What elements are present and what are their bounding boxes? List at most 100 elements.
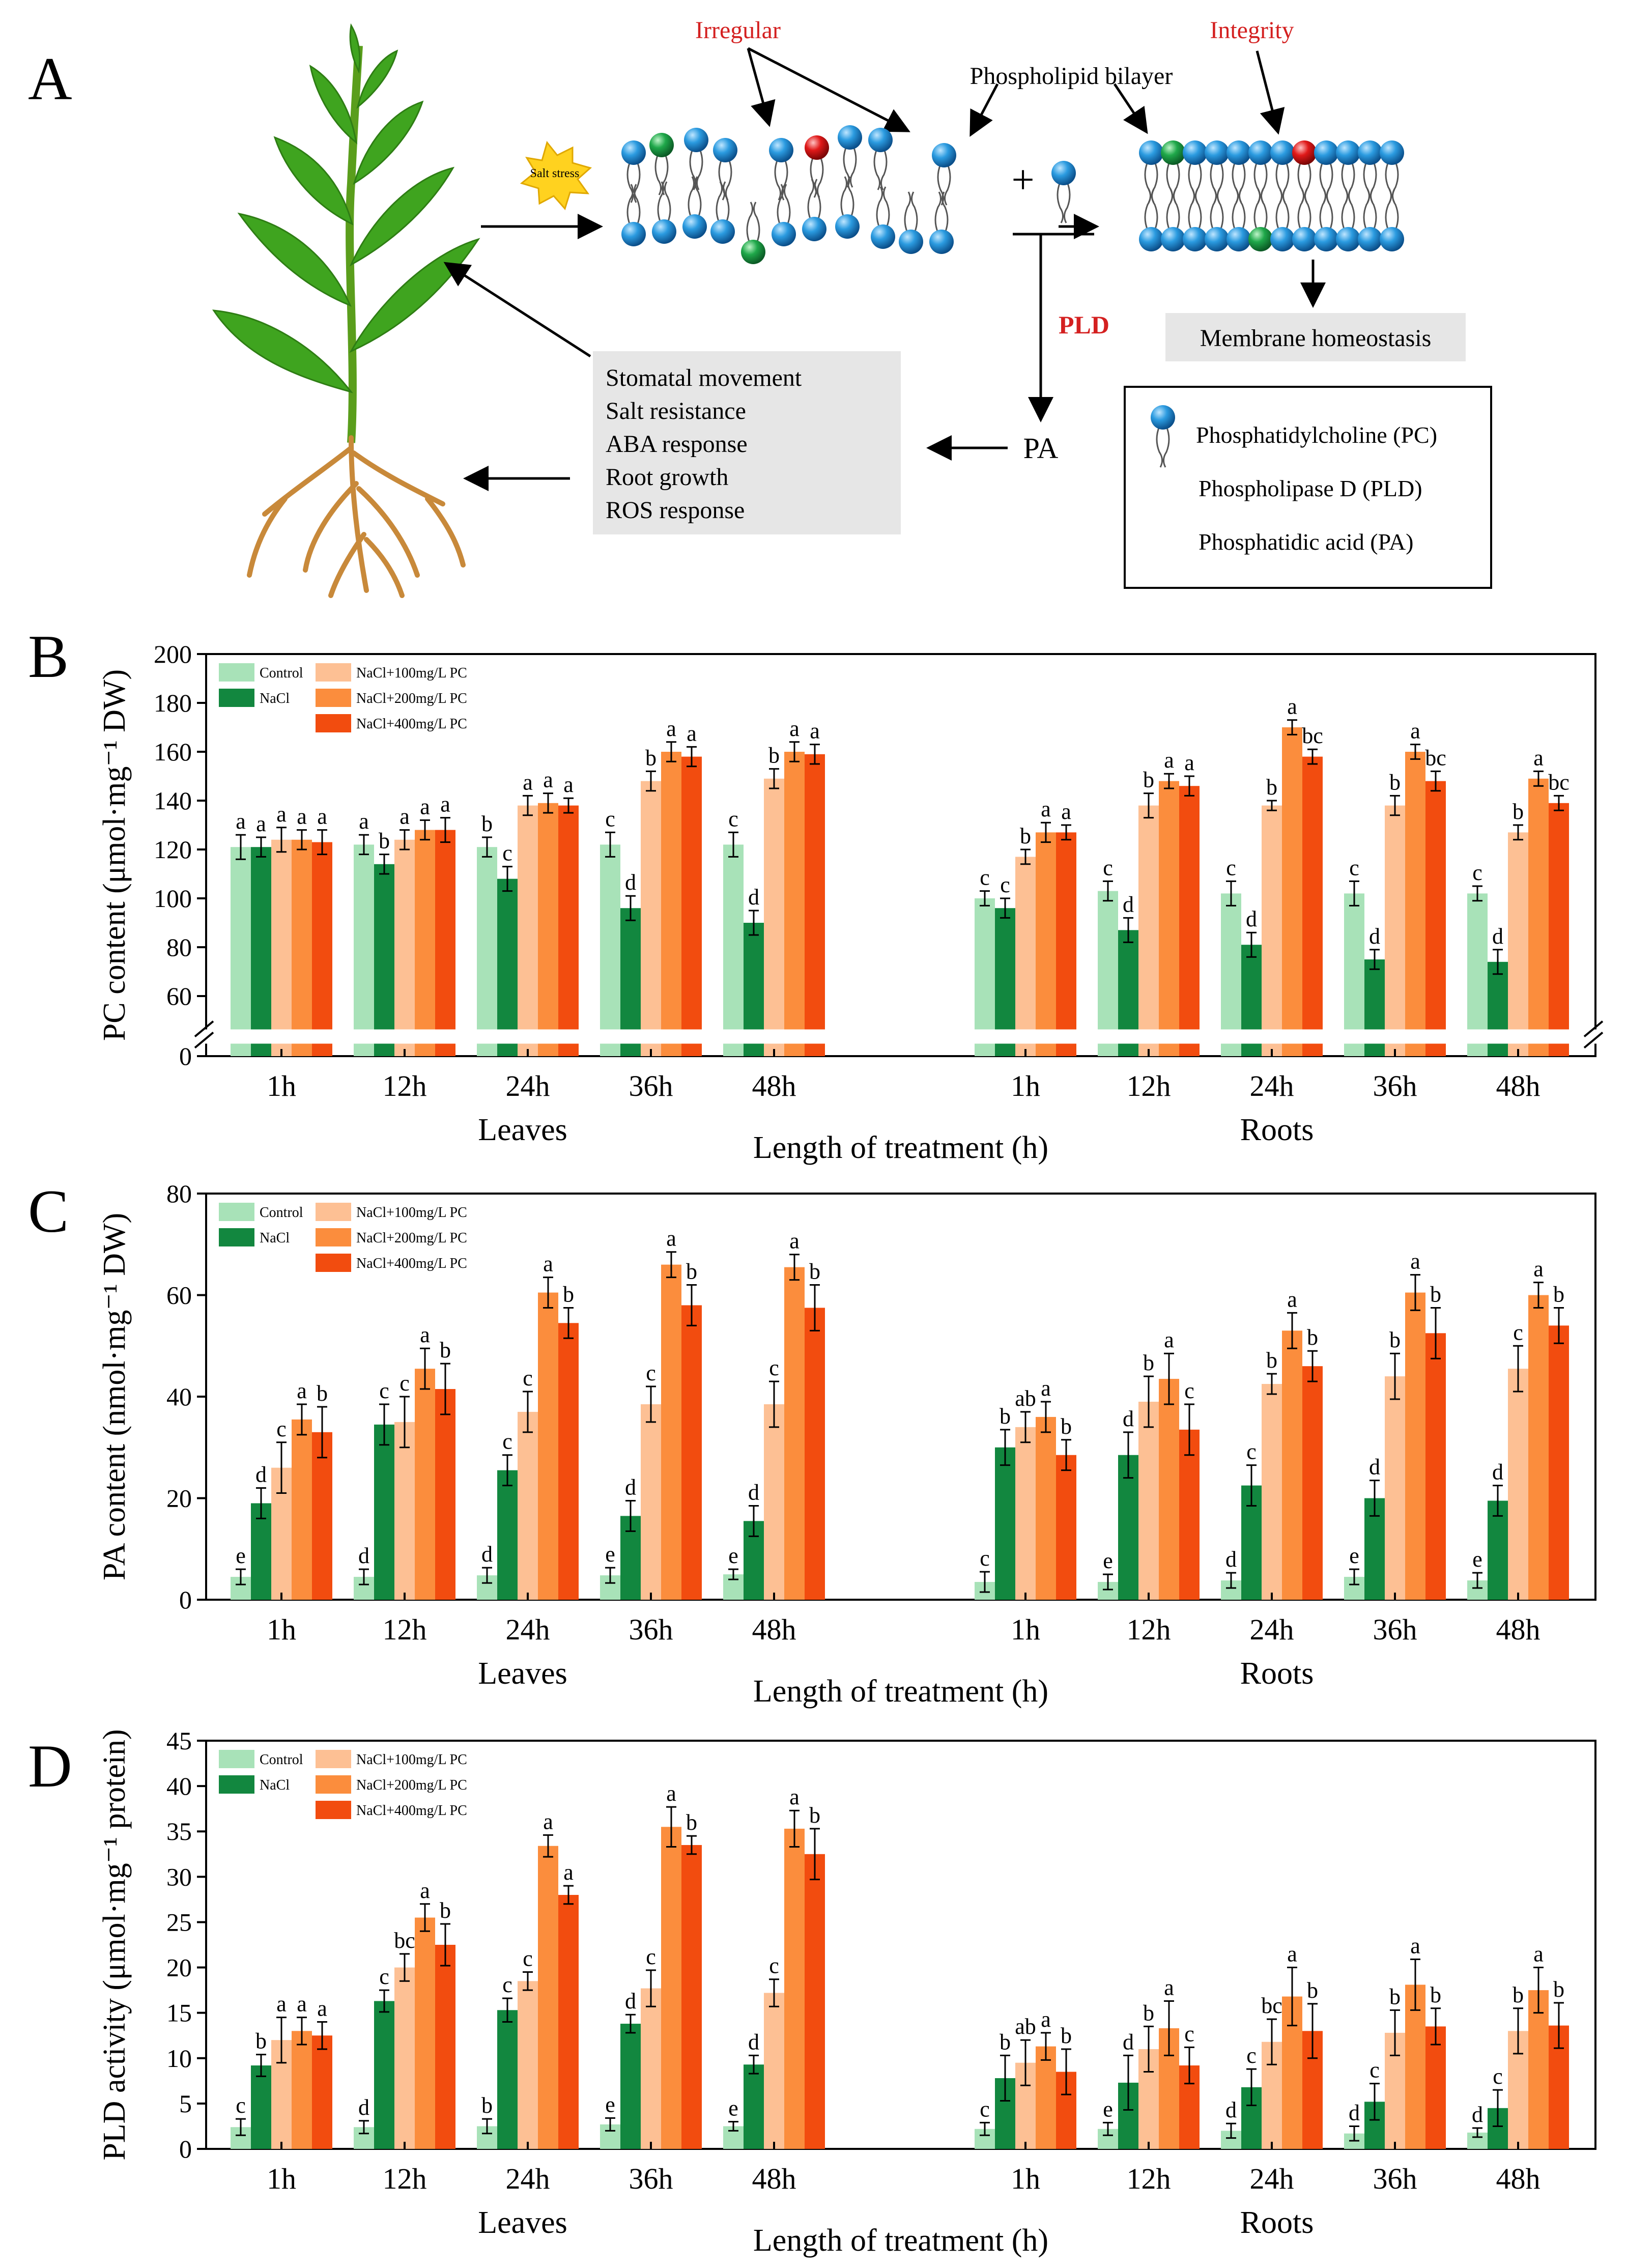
significance-letter: bc [1302,723,1323,748]
lipid-tail [1156,426,1163,468]
y-tick-label: 120 [154,835,192,864]
bar-leaves-36h-2 [641,1404,661,1600]
legend-label: Control [260,1205,303,1221]
significance-letter: a [1164,748,1174,773]
significance-letter: b [1020,824,1031,848]
legend-label: NaCl+400mg/L PC [356,1803,467,1819]
bilayer-bottom-lipid [1270,189,1295,251]
bilayer-bottom-lipid [1380,189,1404,251]
significance-letter: d [1492,1460,1503,1485]
lipid-tail [1232,189,1239,231]
significance-letter: d [1349,2100,1360,2125]
significance-letter: d [1123,2029,1134,2054]
y-tick-label: 0 [179,1042,192,1070]
significance-letter: b [1553,1977,1564,2002]
significance-letter: a [687,721,697,746]
bar-roots-36h-3 [1405,1292,1425,1600]
bar-leaves-12h-2 [394,839,415,1056]
bar-roots-24h-4 [1302,756,1323,1056]
bar-roots-48h-0 [1467,893,1488,1056]
lipid-head [1336,140,1360,165]
lipid-tail [626,184,634,225]
bar-roots-12h-2 [1138,805,1159,1056]
x-tick-label: 48h [1496,2162,1541,2195]
lipid-tail [1282,161,1290,203]
bilayer-bottom-lipid [871,186,895,249]
significance-letter: c [1246,1439,1257,1464]
legend-swatch [316,1203,351,1221]
lipid-head [929,230,954,254]
bilayer-top-lipid [621,140,646,203]
significance-letter: b [645,745,657,770]
bar-leaves-36h-3 [661,1264,681,1600]
lipid-tail [1144,161,1151,203]
x-tick-label: 36h [1373,1069,1417,1102]
lipid-tail [1275,189,1282,231]
free-pc-lipid [1051,161,1076,223]
bar-leaves-24h-3 [538,803,558,1056]
legend-swatch [219,689,254,707]
significance-letter: c [1226,855,1236,880]
panel-label-d: D [28,1732,72,1800]
lipid-tail [695,176,702,218]
bar-leaves-24h-1 [497,2010,518,2149]
y-tick-label: 80 [166,933,192,961]
lipid-head [1205,140,1229,165]
significance-letter: c [1000,872,1010,897]
significance-letter: c [1472,860,1482,885]
lipid-tail [1341,161,1348,203]
significance-letter: b [1430,1282,1441,1307]
legend-swatch [316,1254,351,1272]
legend-label: Control [260,665,303,681]
x-tick-label: 12h [383,1069,427,1102]
significance-letter: a [276,802,287,827]
lipid-tail [1348,161,1355,203]
lipid-tail [911,191,918,233]
pld-label: PLD [1059,310,1109,339]
bar-roots-36h-3 [1405,752,1425,1056]
lipid-tail [1363,189,1370,231]
significance-letter: c [379,1378,389,1403]
significance-letter: d [625,870,636,895]
lipid-tail [626,161,634,203]
lipid-tail [1166,189,1173,231]
bar-leaves-12h-1 [374,864,394,1056]
bar-leaves-1h-2 [271,839,292,1056]
legend-label: NaCl [260,691,290,706]
lipid-tail [1166,161,1173,203]
legend-swatch [316,689,351,707]
bilayer-top-lipid [1161,140,1185,203]
significance-letter: c [236,2093,246,2118]
bar-leaves-36h-4 [681,756,702,1056]
lipid-head [1183,140,1207,165]
x-tick-label: 24h [1250,1069,1294,1102]
lipid-tail [1151,189,1158,231]
significance-letter: b [255,2029,267,2054]
x-tick-label: 48h [752,2162,796,2195]
bar-leaves-1h-3 [292,1419,312,1600]
y-tick-label: 0 [179,2135,192,2163]
y-tick-label: 100 [154,884,192,913]
significance-letter: b [1143,2000,1154,2025]
significance-letter: c [646,1944,656,1969]
x-tick-label: 12h [1127,2162,1171,2195]
group-label-roots: Roots [1240,1656,1314,1691]
bilayer-bottom-lipid [682,176,707,239]
legend-swatch [316,714,351,732]
bilayer-top-lipid [838,125,862,188]
significance-letter: a [563,1860,574,1885]
lipid-tail [1304,161,1311,203]
x-tick-label: 48h [1496,1069,1541,1102]
x-tick-label: 12h [383,1613,427,1646]
bilayer-bottom-lipid [1314,189,1338,251]
lipid-tail [746,202,753,243]
y-tick-label: 20 [166,1484,192,1513]
significance-letter: c [980,1546,990,1571]
chart-d: 0 5 10 15 20 25 30 35 40 45 PLD activity (μmol·mg⁻… [97,1726,1596,2258]
significance-letter: d [1472,2102,1483,2127]
bilayer-top-lipid [932,143,956,206]
legend-swatch [316,663,351,682]
lipid-tail [723,181,730,223]
bar-leaves-36h-0 [600,844,620,1056]
irregular-bilayer [621,125,956,264]
